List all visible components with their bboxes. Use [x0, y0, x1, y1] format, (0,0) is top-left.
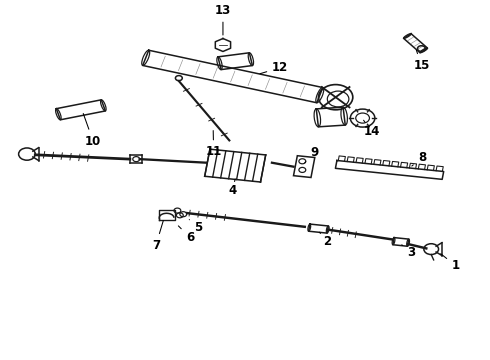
Text: 4: 4 — [228, 179, 236, 197]
Text: 3: 3 — [402, 245, 416, 259]
Text: 12: 12 — [260, 61, 289, 74]
Text: 10: 10 — [83, 113, 101, 148]
Text: 11: 11 — [205, 131, 222, 158]
Text: 13: 13 — [215, 4, 231, 35]
Text: 5: 5 — [189, 220, 202, 234]
Text: 9: 9 — [305, 146, 318, 163]
Text: 1: 1 — [441, 254, 460, 272]
Text: 7: 7 — [152, 220, 163, 252]
Text: 14: 14 — [363, 120, 380, 138]
Text: 6: 6 — [178, 226, 194, 244]
Text: 2: 2 — [319, 232, 331, 248]
Text: 8: 8 — [412, 151, 426, 166]
Bar — [294, 156, 315, 177]
Text: 15: 15 — [413, 50, 430, 72]
